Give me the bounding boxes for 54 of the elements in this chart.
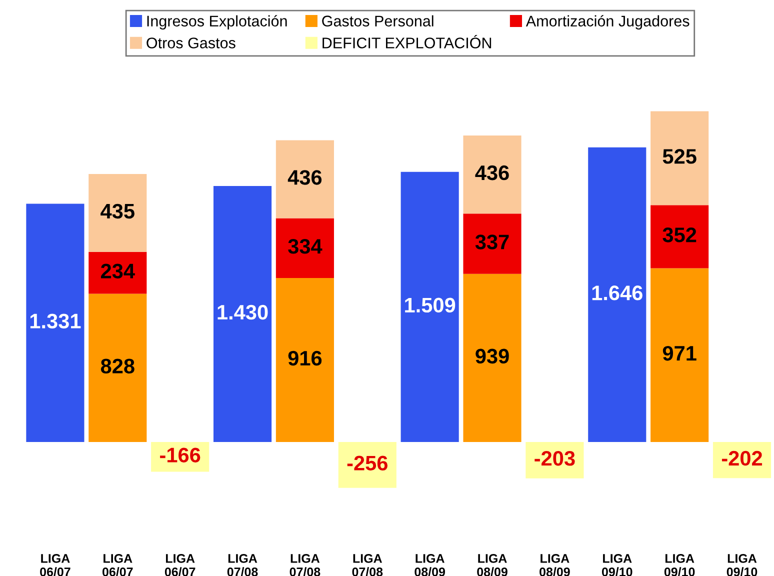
legend-label: DEFICIT EXPLOTACIÓN [322,34,492,48]
x-tick-label: LIGA 09/10 [664,554,695,576]
bar [463,274,522,442]
data-label: 436 [288,170,322,185]
x-tick-label: LIGA 06/07 [164,554,196,576]
data-label: 525 [662,149,696,164]
data-label: 435 [100,204,134,219]
data-label: -256 [347,456,388,471]
x-tick-label: LIGA 07/08 [352,554,383,576]
data-label: 1.331 [30,314,81,328]
bar [88,174,147,252]
bar [276,278,334,442]
data-label: 916 [288,350,322,366]
data-label: -203 [534,451,575,466]
data-label: 1.430 [218,304,268,320]
legend-label: Gastos Personal [322,15,434,27]
data-label: 1.509 [405,298,456,313]
bar [276,218,334,278]
data-label: 334 [288,238,322,254]
data-label: -166 [160,448,200,462]
data-label: 1.646 [592,286,642,300]
x-tick-label: LIGA 08/09 [540,554,570,576]
data-label: 828 [100,358,134,374]
data-label: 939 [476,348,509,364]
x-tick-label: LIGA 08/09 [414,554,446,576]
bar [400,172,459,442]
bar [463,136,522,214]
bar [213,186,272,442]
legend-label: Otros Gastos [146,38,236,48]
x-tick-label: LIGA 09/10 [602,554,632,576]
bar [26,204,84,442]
data-label: 436 [475,165,509,180]
legend-label: Amortización Jugadores [526,15,690,30]
x-tick-label: LIGA 07/08 [290,554,320,576]
x-tick-label: LIGA 06/07 [40,554,70,576]
bar [650,205,709,268]
bar [338,442,396,488]
data-label: 352 [662,228,696,242]
bar [463,214,522,274]
x-tick-label: LIGA 09/10 [726,554,758,576]
x-tick-label: LIGA 06/07 [102,554,133,576]
bar [650,268,709,442]
data-label: -202 [722,450,762,466]
data-label: 971 [662,346,696,361]
bar [88,252,147,294]
data-label: 337 [475,234,509,250]
data-label: 234 [100,264,135,278]
bar [88,294,147,442]
bar [588,147,646,442]
bar [276,140,334,218]
x-tick-label: LIGA 08/09 [477,554,508,576]
x-tick-label: LIGA 07/08 [227,554,258,576]
legend-label: Ingresos Explotación [147,15,287,30]
bar [650,111,709,206]
